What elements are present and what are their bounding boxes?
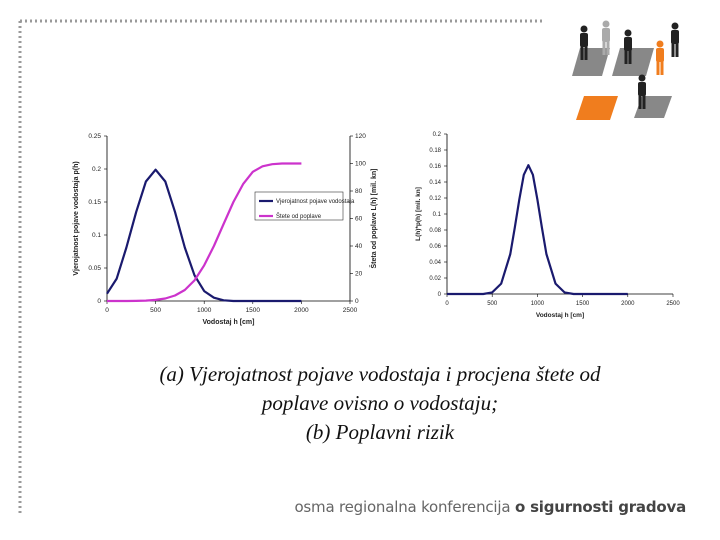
footer-regular-text: osma regionalna konferencija: [294, 498, 515, 516]
footer-bold-text: o sigurnosti gradova: [514, 498, 686, 516]
chart-a-x-axis-label: Vodostaj h [cm]: [203, 319, 255, 326]
chart-a-y-tick-label: 0.1: [92, 232, 101, 239]
chart-b-x-tick-label: 2500: [666, 301, 680, 307]
chart-b-x-tick-label: 0: [445, 301, 449, 307]
chart-b-x-tick-label: 1000: [531, 301, 545, 307]
chart-a-y2-tick-label: 100: [355, 161, 366, 168]
figure-caption: (a) Vjerojatnost pojave vodostaja i proc…: [100, 360, 660, 447]
people-figures-logo-icon: [572, 20, 679, 120]
chart-b-y-tick-label: 0: [438, 292, 442, 298]
chart-a-y2-tick-label: 20: [355, 271, 363, 278]
chart-a-legend-entry-1: Vjerojatnost pojave vodostaja: [276, 199, 355, 205]
chart-b-y-tick-label: 0.02: [429, 276, 441, 282]
chart-a-y-tick-label: 0.05: [88, 265, 101, 272]
chart-a-y2-tick-label: 80: [355, 188, 363, 195]
chart-b-x-tick-label: 1500: [576, 301, 590, 307]
chart-a-x-tick-label: 2000: [294, 307, 309, 314]
chart-a-x-tick-label: 1500: [246, 307, 261, 314]
chart-b-series-line-1: [447, 164, 628, 296]
chart-b-y-tick-label: 0.06: [429, 244, 441, 250]
chart-b-y-tick-label: 0.14: [429, 180, 441, 186]
chart-b-y-tick-label: 0.04: [429, 260, 441, 266]
chart-a-y2-axis-label: Šteta od poplave L(h) [mil. kn]: [369, 169, 378, 269]
chart-b-y-axis-label: L(h)*p(h) [mil. kn]: [415, 187, 422, 241]
chart-a-y-tick-label: 0.2: [92, 166, 101, 173]
chart-a-x-tick-label: 1000: [197, 307, 212, 314]
chart-a-x-tick-label: 2500: [343, 307, 358, 314]
chart-a-y-axis-label: Vjerojatnost pojave vodostaja p(h): [73, 161, 80, 275]
chart-b-x-axis-label: Vodostaj h [cm]: [536, 312, 584, 319]
chart-b-y-tick-label: 0.08: [429, 228, 441, 234]
chart-b: 0 500 1000 1500 2000 2500 0 0.02 0.04 0.06 0.08 0.1…: [415, 132, 680, 319]
chart-a-y2-tick-label: 0: [355, 298, 359, 305]
caption-line-3: (b) Poplavni rizik: [305, 420, 455, 444]
chart-a-series-line-2: [107, 162, 302, 303]
chart-b-y-tick-label: 0.2: [433, 132, 442, 138]
chart-a-y2-tick-label: 120: [355, 133, 366, 140]
chart-a-y-tick-label: 0.15: [88, 199, 101, 206]
chart-b-x-tick-label: 500: [487, 301, 498, 307]
chart-b-x-tick-label: 2000: [621, 301, 635, 307]
caption-line-2: poplave ovisno o vodostaju;: [261, 391, 499, 415]
chart-b-y-tick-label: 0.1: [433, 212, 442, 218]
chart-a: 0 500 1000 1500 2000 2500 0 0.05 0.1 0.15 0.2 0.25 0…: [73, 133, 378, 326]
chart-b-y-tick-label: 0.18: [429, 148, 441, 154]
chart-b-y-tick-label: 0.16: [429, 164, 441, 170]
chart-a-x-tick-label: 500: [150, 307, 161, 314]
chart-a-y2-tick-label: 60: [355, 216, 363, 223]
chart-a-x-tick-label: 0: [105, 307, 109, 314]
chart-a-y2-tick-label: 40: [355, 243, 363, 250]
chart-b-y-tick-label: 0.12: [429, 196, 441, 202]
chart-a-series-line-1: [106, 168, 302, 303]
caption-line-1: (a) Vjerojatnost pojave vodostaja i proc…: [159, 362, 601, 386]
chart-a-legend-entry-2: Štete od poplave: [276, 213, 322, 220]
footer-conference-name: osma regionalna konferencija o sigurnost…: [294, 498, 686, 516]
chart-a-y-tick-label: 0: [97, 298, 101, 305]
chart-a-y-tick-label: 0.25: [88, 133, 101, 140]
